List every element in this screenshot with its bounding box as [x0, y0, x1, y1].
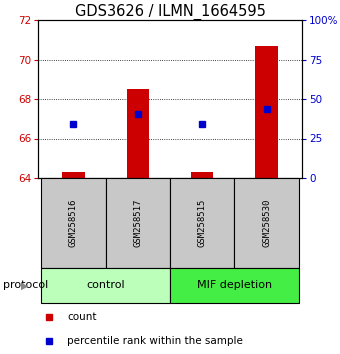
Text: GDS3626 / ILMN_1664595: GDS3626 / ILMN_1664595: [74, 4, 266, 20]
Text: GSM258515: GSM258515: [198, 199, 207, 247]
Text: GSM258517: GSM258517: [133, 199, 142, 247]
Bar: [170, 178, 234, 268]
Bar: [106, 178, 170, 268]
Bar: [41, 178, 106, 268]
Text: GSM258530: GSM258530: [262, 199, 271, 247]
Text: protocol: protocol: [3, 280, 49, 291]
Text: control: control: [86, 280, 125, 291]
Text: count: count: [67, 312, 97, 322]
Bar: [62, 172, 85, 178]
Bar: [126, 89, 149, 178]
Bar: [234, 178, 299, 268]
Bar: [41, 268, 170, 303]
Text: percentile rank within the sample: percentile rank within the sample: [67, 336, 243, 346]
Text: ▶: ▶: [21, 280, 28, 291]
Bar: [255, 46, 278, 178]
Text: GSM258516: GSM258516: [69, 199, 78, 247]
Bar: [170, 268, 299, 303]
Text: MIF depletion: MIF depletion: [197, 280, 272, 291]
Bar: [191, 172, 214, 178]
